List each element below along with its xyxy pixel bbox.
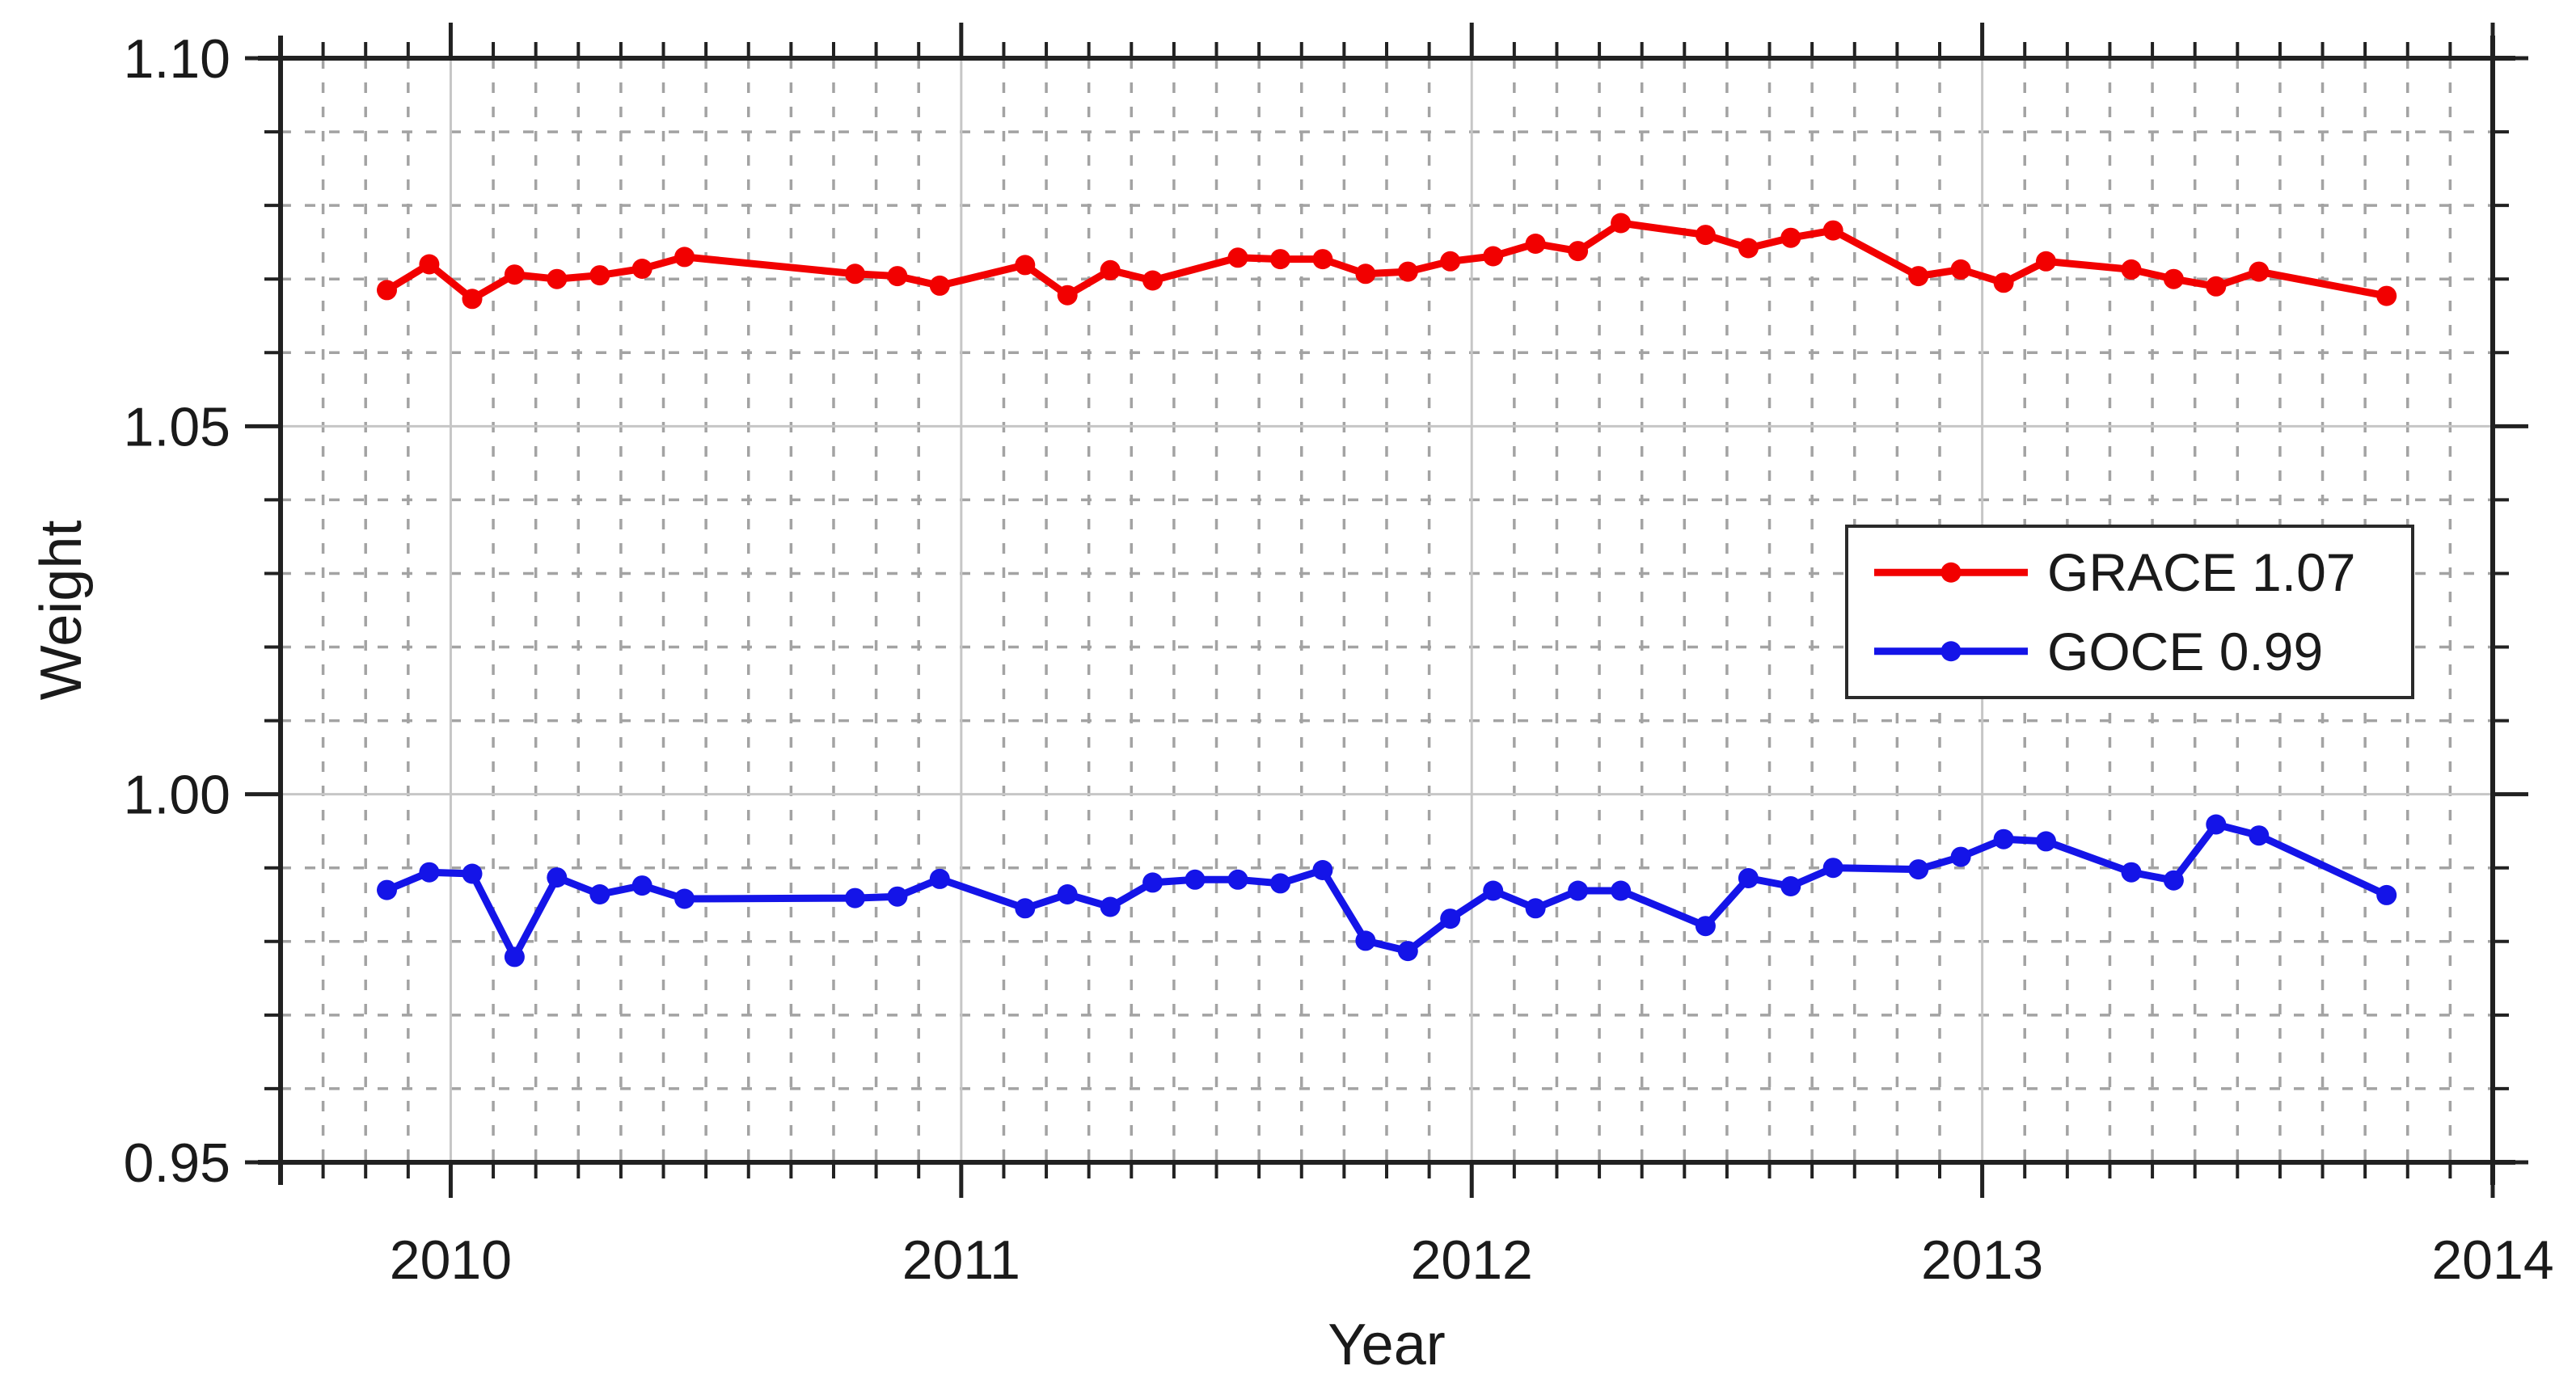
goce-marker — [1780, 876, 1801, 896]
grace-marker — [1270, 249, 1290, 270]
grace-marker — [2121, 259, 2142, 280]
grace-marker — [1483, 246, 1504, 267]
x-axis-title: Year — [1328, 1313, 1445, 1377]
y-tick-label: 0.95 — [124, 1132, 230, 1194]
grace-marker — [1950, 259, 1971, 280]
y-axis-title: Weight — [29, 521, 94, 701]
grace-marker — [1908, 266, 1929, 287]
goce-marker — [1057, 884, 1078, 904]
goce-marker — [504, 946, 525, 968]
grace-marker — [674, 247, 695, 268]
x-tick-label: 2014 — [2431, 1229, 2553, 1291]
goce-marker — [1611, 880, 1632, 901]
grace-marker — [1397, 261, 1418, 282]
goce-marker — [1227, 869, 1248, 890]
goce-marker — [2249, 825, 2270, 846]
goce-marker — [1142, 872, 1163, 893]
y-tick-label: 1.00 — [124, 765, 230, 826]
goce-marker — [1568, 880, 1589, 901]
goce-marker — [2036, 831, 2056, 852]
grace-marker — [1822, 220, 1843, 241]
x-tick-label: 2010 — [390, 1229, 512, 1291]
goce-marker — [2206, 814, 2227, 835]
goce-marker — [2376, 884, 2397, 905]
goce-marker — [1015, 898, 1036, 919]
goce-marker — [589, 884, 610, 904]
goce-marker — [377, 879, 397, 900]
grace-marker — [419, 254, 440, 275]
grace-marker — [1440, 251, 1461, 272]
goce-marker — [929, 868, 950, 889]
grace-marker — [1227, 247, 1248, 268]
grace-marker — [1525, 234, 1546, 254]
goce-marker — [1440, 909, 1461, 930]
grace-marker — [1057, 285, 1078, 306]
legend-marker-goce — [1940, 641, 1962, 662]
goce-marker — [1525, 898, 1546, 919]
grace-marker — [2036, 251, 2056, 272]
goce-marker — [1950, 846, 1971, 867]
goce-marker — [1312, 860, 1333, 880]
goce-marker — [1185, 869, 1206, 890]
goce-marker — [462, 863, 483, 884]
grace-marker — [845, 263, 865, 285]
x-tick-label: 2011 — [902, 1229, 1020, 1291]
grace-marker — [929, 275, 950, 296]
legend-label-grace: GRACE 1.07 — [2047, 542, 2356, 602]
y-tick-label: 1.10 — [124, 28, 230, 90]
goce-marker — [631, 875, 652, 896]
legend-box — [1845, 525, 2414, 699]
grace-marker — [1312, 249, 1333, 270]
goce-marker — [845, 887, 865, 909]
goce-marker — [1270, 873, 1290, 894]
grace-marker — [1780, 227, 1801, 248]
x-tick-label: 2013 — [1921, 1229, 2043, 1291]
grace-marker — [377, 280, 397, 301]
grace-marker — [462, 289, 483, 310]
grace-marker — [887, 266, 908, 287]
grace-marker — [1355, 263, 1376, 285]
goce-marker — [2163, 870, 2184, 891]
grace-marker — [547, 268, 568, 289]
y-tick-label: 1.05 — [124, 396, 230, 457]
goce-marker — [1355, 930, 1376, 951]
goce-marker — [1822, 858, 1843, 879]
grace-marker — [1611, 213, 1632, 234]
grace-marker — [1568, 241, 1589, 262]
grace-marker — [2249, 261, 2270, 282]
goce-marker — [547, 867, 568, 888]
grace-marker — [1738, 238, 1759, 259]
goce-marker — [419, 862, 440, 883]
grace-marker — [1015, 255, 1036, 276]
grace-marker — [2163, 268, 2184, 289]
goce-marker — [1397, 941, 1418, 962]
grace-marker — [2376, 285, 2397, 306]
grace-marker — [504, 264, 525, 285]
goce-marker — [887, 886, 908, 907]
legend-marker-grace — [1940, 562, 1962, 583]
goce-marker — [1483, 880, 1504, 901]
goce-marker — [1100, 896, 1121, 917]
goce-marker — [1993, 828, 2014, 849]
goce-marker — [2121, 862, 2142, 883]
grace-marker — [2206, 276, 2227, 297]
goce-marker — [1695, 916, 1716, 937]
goce-marker — [674, 888, 695, 909]
grace-marker — [589, 265, 610, 286]
grace-marker — [1100, 259, 1121, 280]
x-tick-label: 2012 — [1411, 1229, 1533, 1291]
goce-marker — [1908, 859, 1929, 880]
grace-marker — [1993, 272, 2014, 293]
goce-marker — [1738, 868, 1759, 888]
grace-marker — [1142, 270, 1163, 291]
grace-marker — [1695, 225, 1716, 246]
legend-label-goce: GOCE 0.99 — [2047, 622, 2323, 681]
grace-marker — [631, 259, 652, 279]
